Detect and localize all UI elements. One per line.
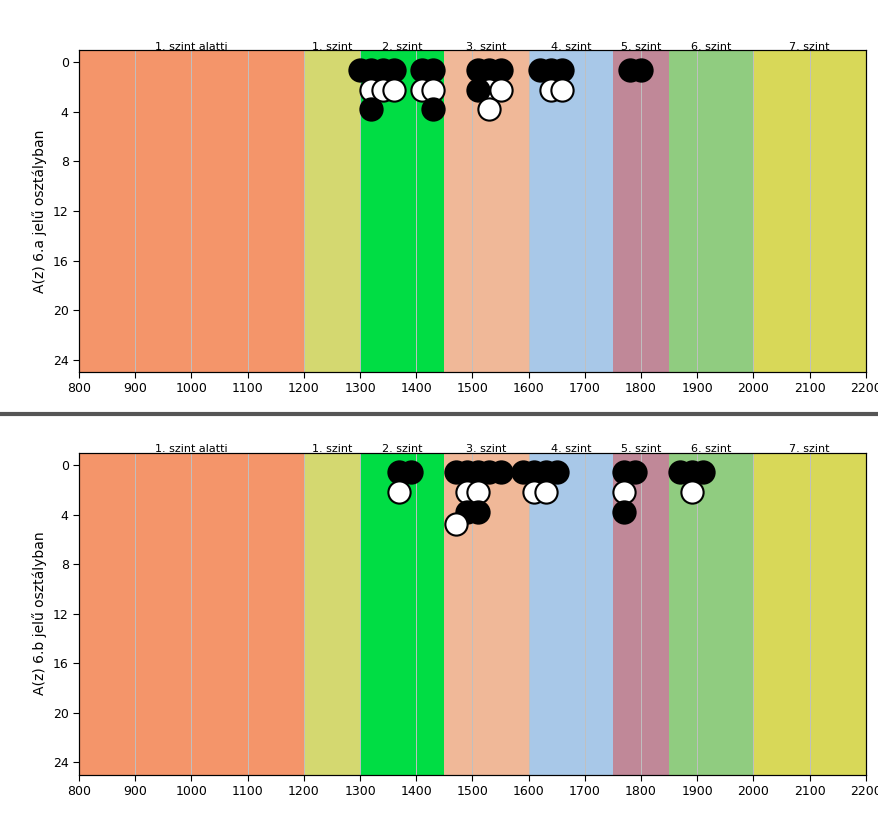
Bar	[612, 452, 668, 775]
Bar	[668, 452, 752, 775]
Text: 6. szint: 6. szint	[690, 42, 730, 52]
Text: 6. szint: 6. szint	[690, 445, 730, 455]
Text: 1. szint: 1. szint	[312, 42, 352, 52]
Y-axis label: A(z) 6.b jelű osztályban: A(z) 6.b jelű osztályban	[32, 531, 47, 696]
Bar	[668, 50, 752, 372]
Text: 5. szint: 5. szint	[620, 42, 660, 52]
Bar	[79, 452, 304, 775]
Bar	[752, 50, 865, 372]
Bar	[360, 50, 444, 372]
Bar	[752, 452, 865, 775]
Text: 5. szint: 5. szint	[620, 445, 660, 455]
Bar	[79, 50, 304, 372]
Bar	[612, 50, 668, 372]
Text: 1. szint alatti: 1. szint alatti	[155, 42, 227, 52]
Bar	[304, 50, 360, 372]
Text: 4. szint: 4. szint	[550, 42, 590, 52]
Y-axis label: A(z) 6.a jelű osztályban: A(z) 6.a jelű osztályban	[32, 129, 47, 292]
Bar	[360, 452, 444, 775]
Text: 1. szint alatti: 1. szint alatti	[155, 445, 227, 455]
Bar	[304, 452, 360, 775]
Bar	[444, 50, 528, 372]
Bar	[528, 50, 612, 372]
Text: 4. szint: 4. szint	[550, 445, 590, 455]
Bar	[444, 452, 528, 775]
Text: 2. szint: 2. szint	[382, 445, 422, 455]
Text: 3. szint: 3. szint	[466, 445, 506, 455]
Bar	[528, 452, 612, 775]
Text: 7. szint: 7. szint	[788, 445, 829, 455]
Text: 3. szint: 3. szint	[466, 42, 506, 52]
Text: 1. szint: 1. szint	[312, 445, 352, 455]
Text: 2. szint: 2. szint	[382, 42, 422, 52]
Text: 7. szint: 7. szint	[788, 42, 829, 52]
